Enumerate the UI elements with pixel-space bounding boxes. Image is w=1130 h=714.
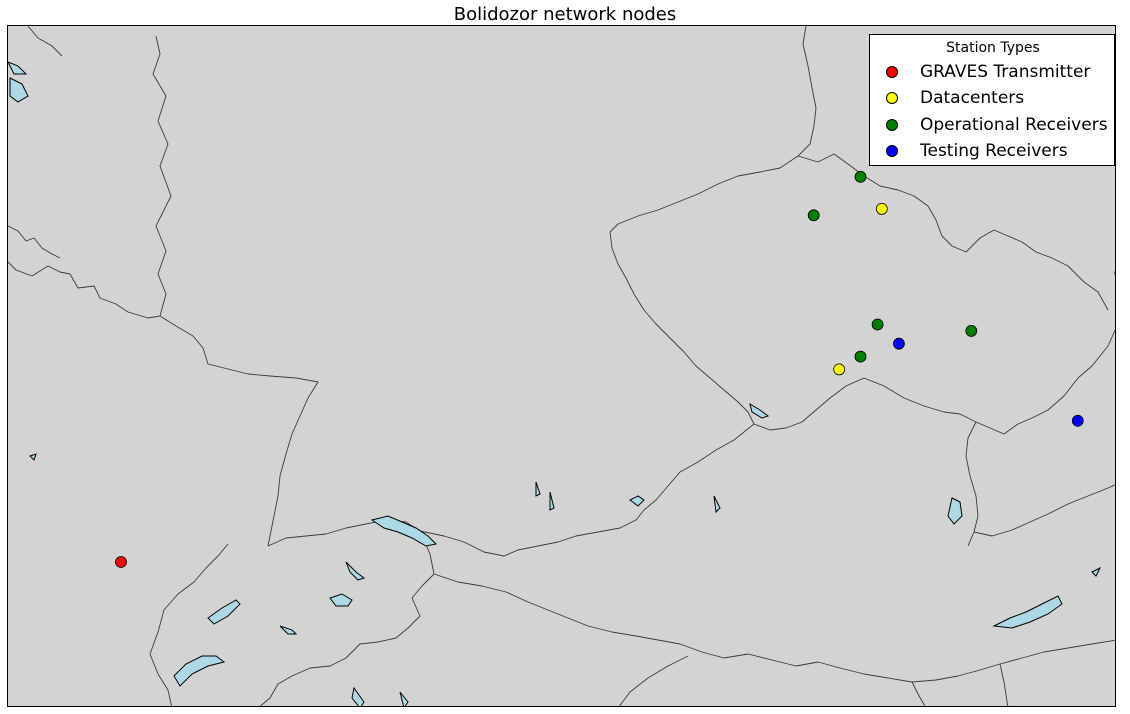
lakes [8, 61, 1102, 706]
station-marker-datacenter [833, 363, 846, 376]
lake-ijsselmeer [9, 77, 29, 103]
legend-label: Operational Receivers [920, 115, 1108, 135]
green-circle-icon [886, 119, 898, 131]
red-circle-icon [886, 66, 898, 78]
lake-small-east [1091, 566, 1102, 577]
station-markers [115, 113, 1115, 568]
legend-title: Station Types [946, 40, 1040, 56]
yellow-circle-icon [886, 92, 898, 104]
legend-label: Datacenters [920, 88, 1025, 108]
station-marker-operational [854, 170, 867, 183]
station-marker-datacenter [875, 202, 888, 215]
lake-thun [279, 625, 298, 635]
legend-label: GRAVES Transmitter [920, 62, 1091, 82]
lake-ammersee [535, 481, 541, 497]
station-marker-operational [871, 318, 884, 331]
legend-item-datacenters: Datacenters [886, 87, 1024, 109]
station-marker-graves [115, 556, 127, 568]
lake-balaton [992, 595, 1063, 629]
lake-constance [370, 515, 438, 547]
map-title: Bolidozor network nodes [453, 4, 677, 25]
lake-lucerne [329, 593, 353, 607]
legend-item-operational: Operational Receivers [886, 114, 1108, 136]
station-marker-operational [965, 324, 978, 337]
lake-neuchatel [207, 599, 241, 625]
station-marker-operational [807, 209, 820, 222]
station-marker-testing [1071, 414, 1084, 427]
legend-item-graves: GRAVES Transmitter [886, 61, 1090, 83]
lake-geneva [173, 655, 226, 687]
legend-label: Testing Receivers [920, 141, 1068, 161]
station-marker-testing [893, 337, 905, 350]
blue-circle-icon [886, 145, 898, 157]
lake-neusiedl [947, 497, 963, 525]
lake-maggiore [351, 686, 365, 706]
lake-small-west [29, 453, 37, 461]
lake-lipno [749, 402, 770, 419]
station-marker-datacenter [1114, 270, 1115, 276]
lake-zurich [345, 561, 366, 581]
station-marker-operational [854, 350, 867, 363]
legend-item-testing: Testing Receivers [886, 140, 1068, 162]
lake-attersee [713, 495, 721, 514]
legend: Station Types GRAVES Transmitter Datacen… [869, 34, 1115, 166]
lake-markermeer [8, 61, 28, 75]
lake-chiemsee [629, 495, 645, 507]
lake-como [399, 691, 409, 706]
lake-starnberg [549, 491, 555, 511]
